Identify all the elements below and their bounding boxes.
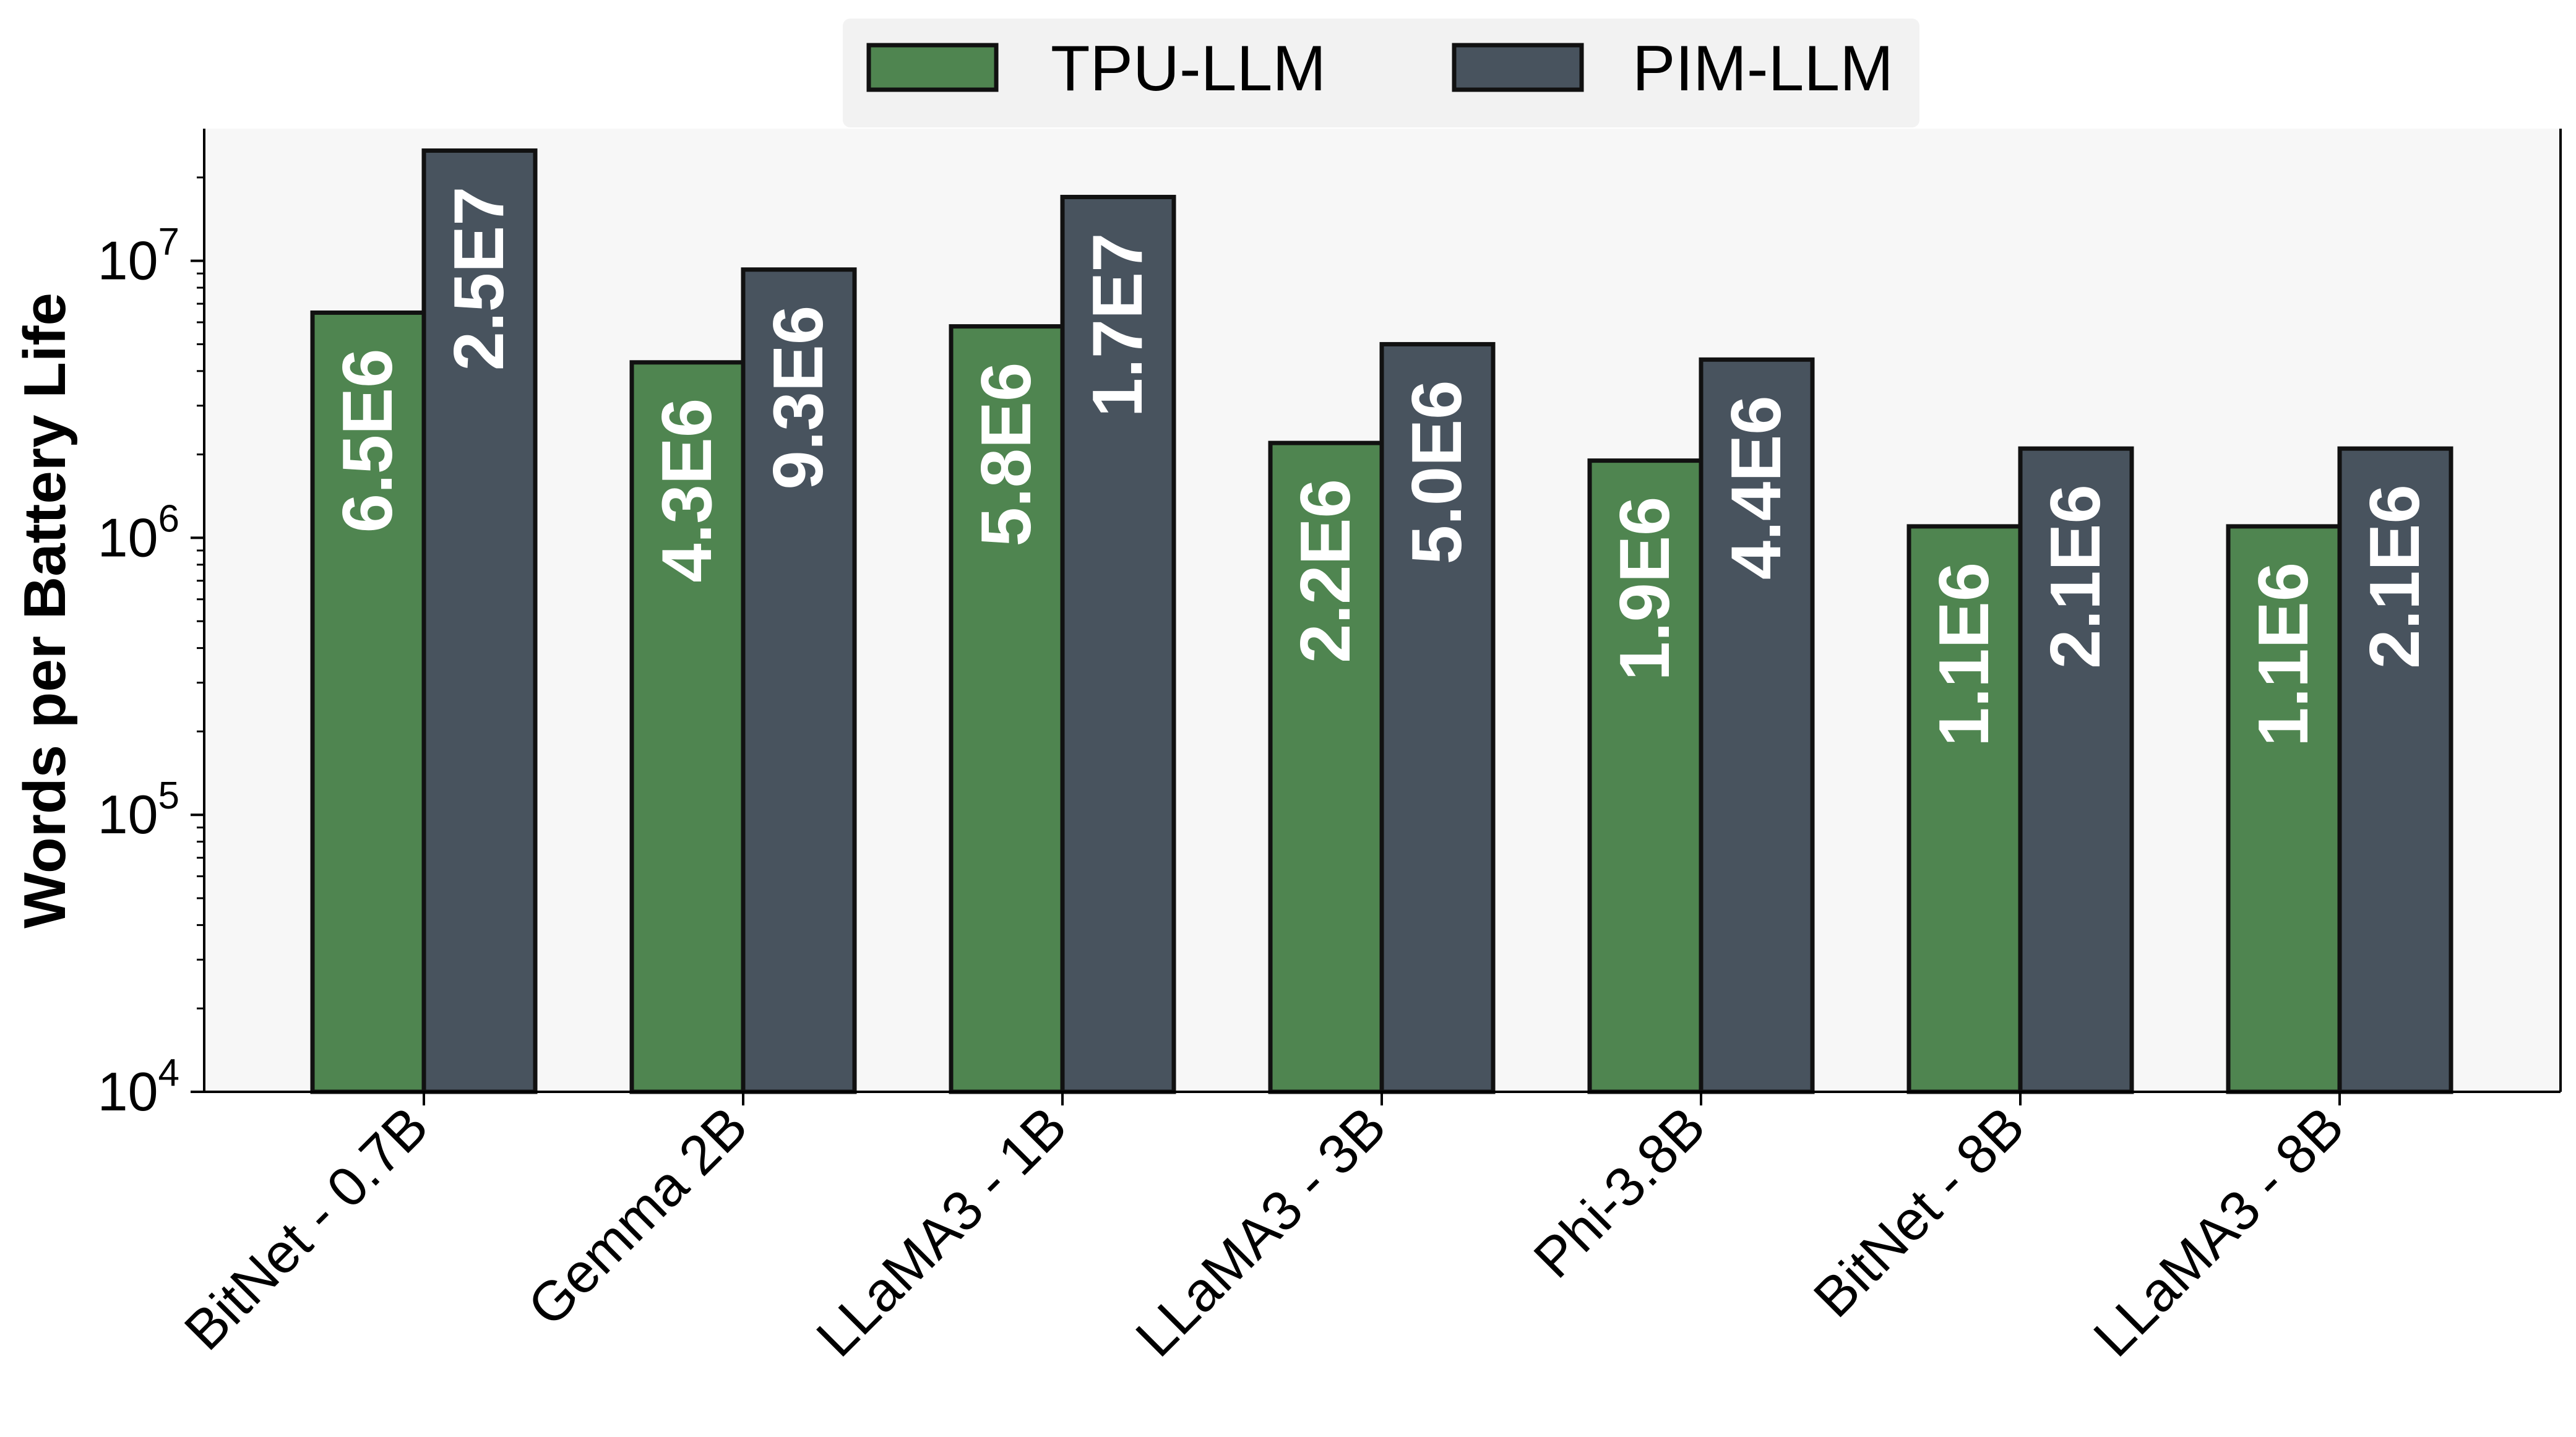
bar-tpu-llm-1 [310,310,426,1094]
bar-tpu-llm-2 [629,360,746,1094]
bar-value-label: 1.7E7 [1079,233,1157,417]
legend-label-tpu-llm: TPU-LLM [1051,33,1326,105]
y-axis-label: Words per Battery Life [12,293,78,929]
legend-swatch-pim-llm [1452,43,1584,92]
bar-tpu-llm-7 [2226,524,2342,1094]
x-tick-label: Gemma 2B [517,1095,760,1338]
legend-swatch-tpu-llm [866,43,999,92]
y-tick-label: 107 [98,221,179,291]
bar-labels-layer: 6.5E6 2.5E7 4.3E6 9.3E6 5.8E6 1.7E7 2.2E6 5.0E6… [329,186,2434,746]
legend: TPU-LLM PIM-LLM [843,19,1919,127]
bar-value-label: 2.1E6 [2036,484,2115,669]
bar-value-label: 5.0E6 [1398,380,1476,564]
y-tick-label: 104 [98,1052,179,1122]
bar-pim-llm-4 [1379,341,1496,1094]
bar-tpu-llm-5 [1587,458,1704,1094]
bar-value-label: 5.8E6 [967,362,1046,547]
bar-value-label: 4.3E6 [648,398,726,583]
y-ticks-layer: 104 105 106 107 [98,176,204,1122]
bar-pim-llm-1 [421,148,538,1094]
bar-value-label: 1.1E6 [1925,562,2004,747]
x-tick-label: BitNet - 0.7B [173,1095,440,1362]
bar-pim-llm-7 [2337,446,2453,1094]
bars-layer [310,148,2453,1094]
x-tick-label: LLaMA3 - 1B [805,1095,1079,1368]
x-ticks-layer: BitNet - 0.7B Gemma 2B LLaMA3 - 1B LLaMA3 -… [173,1092,2356,1369]
bar-value-label: 6.5E6 [329,348,407,533]
legend-label-pim-llm: PIM-LLM [1632,33,1893,105]
bar-value-label: 4.4E6 [1717,395,1796,580]
bar-pim-llm-5 [1699,357,1815,1094]
y-tick-label: 105 [98,774,179,845]
bar-value-label: 2.5E7 [440,186,519,371]
bar-value-label: 2.2E6 [1286,479,1365,663]
x-tick-label: LLaMA3 - 3B [1124,1095,1398,1368]
y-tick-label: 106 [98,497,179,568]
bar-value-label: 1.1E6 [2244,562,2323,747]
bar-value-label: 9.3E6 [759,306,838,490]
bar-value-label: 1.9E6 [1606,497,1684,681]
x-tick-label: BitNet - 8B [1803,1095,2036,1329]
bar-value-label: 2.1E6 [2356,484,2434,669]
x-tick-label: Phi-3.8B [1522,1095,1717,1290]
bar-pim-llm-6 [2018,446,2134,1094]
x-tick-label: LLaMA3 - 8B [2082,1095,2356,1368]
legend-box [843,19,1919,127]
